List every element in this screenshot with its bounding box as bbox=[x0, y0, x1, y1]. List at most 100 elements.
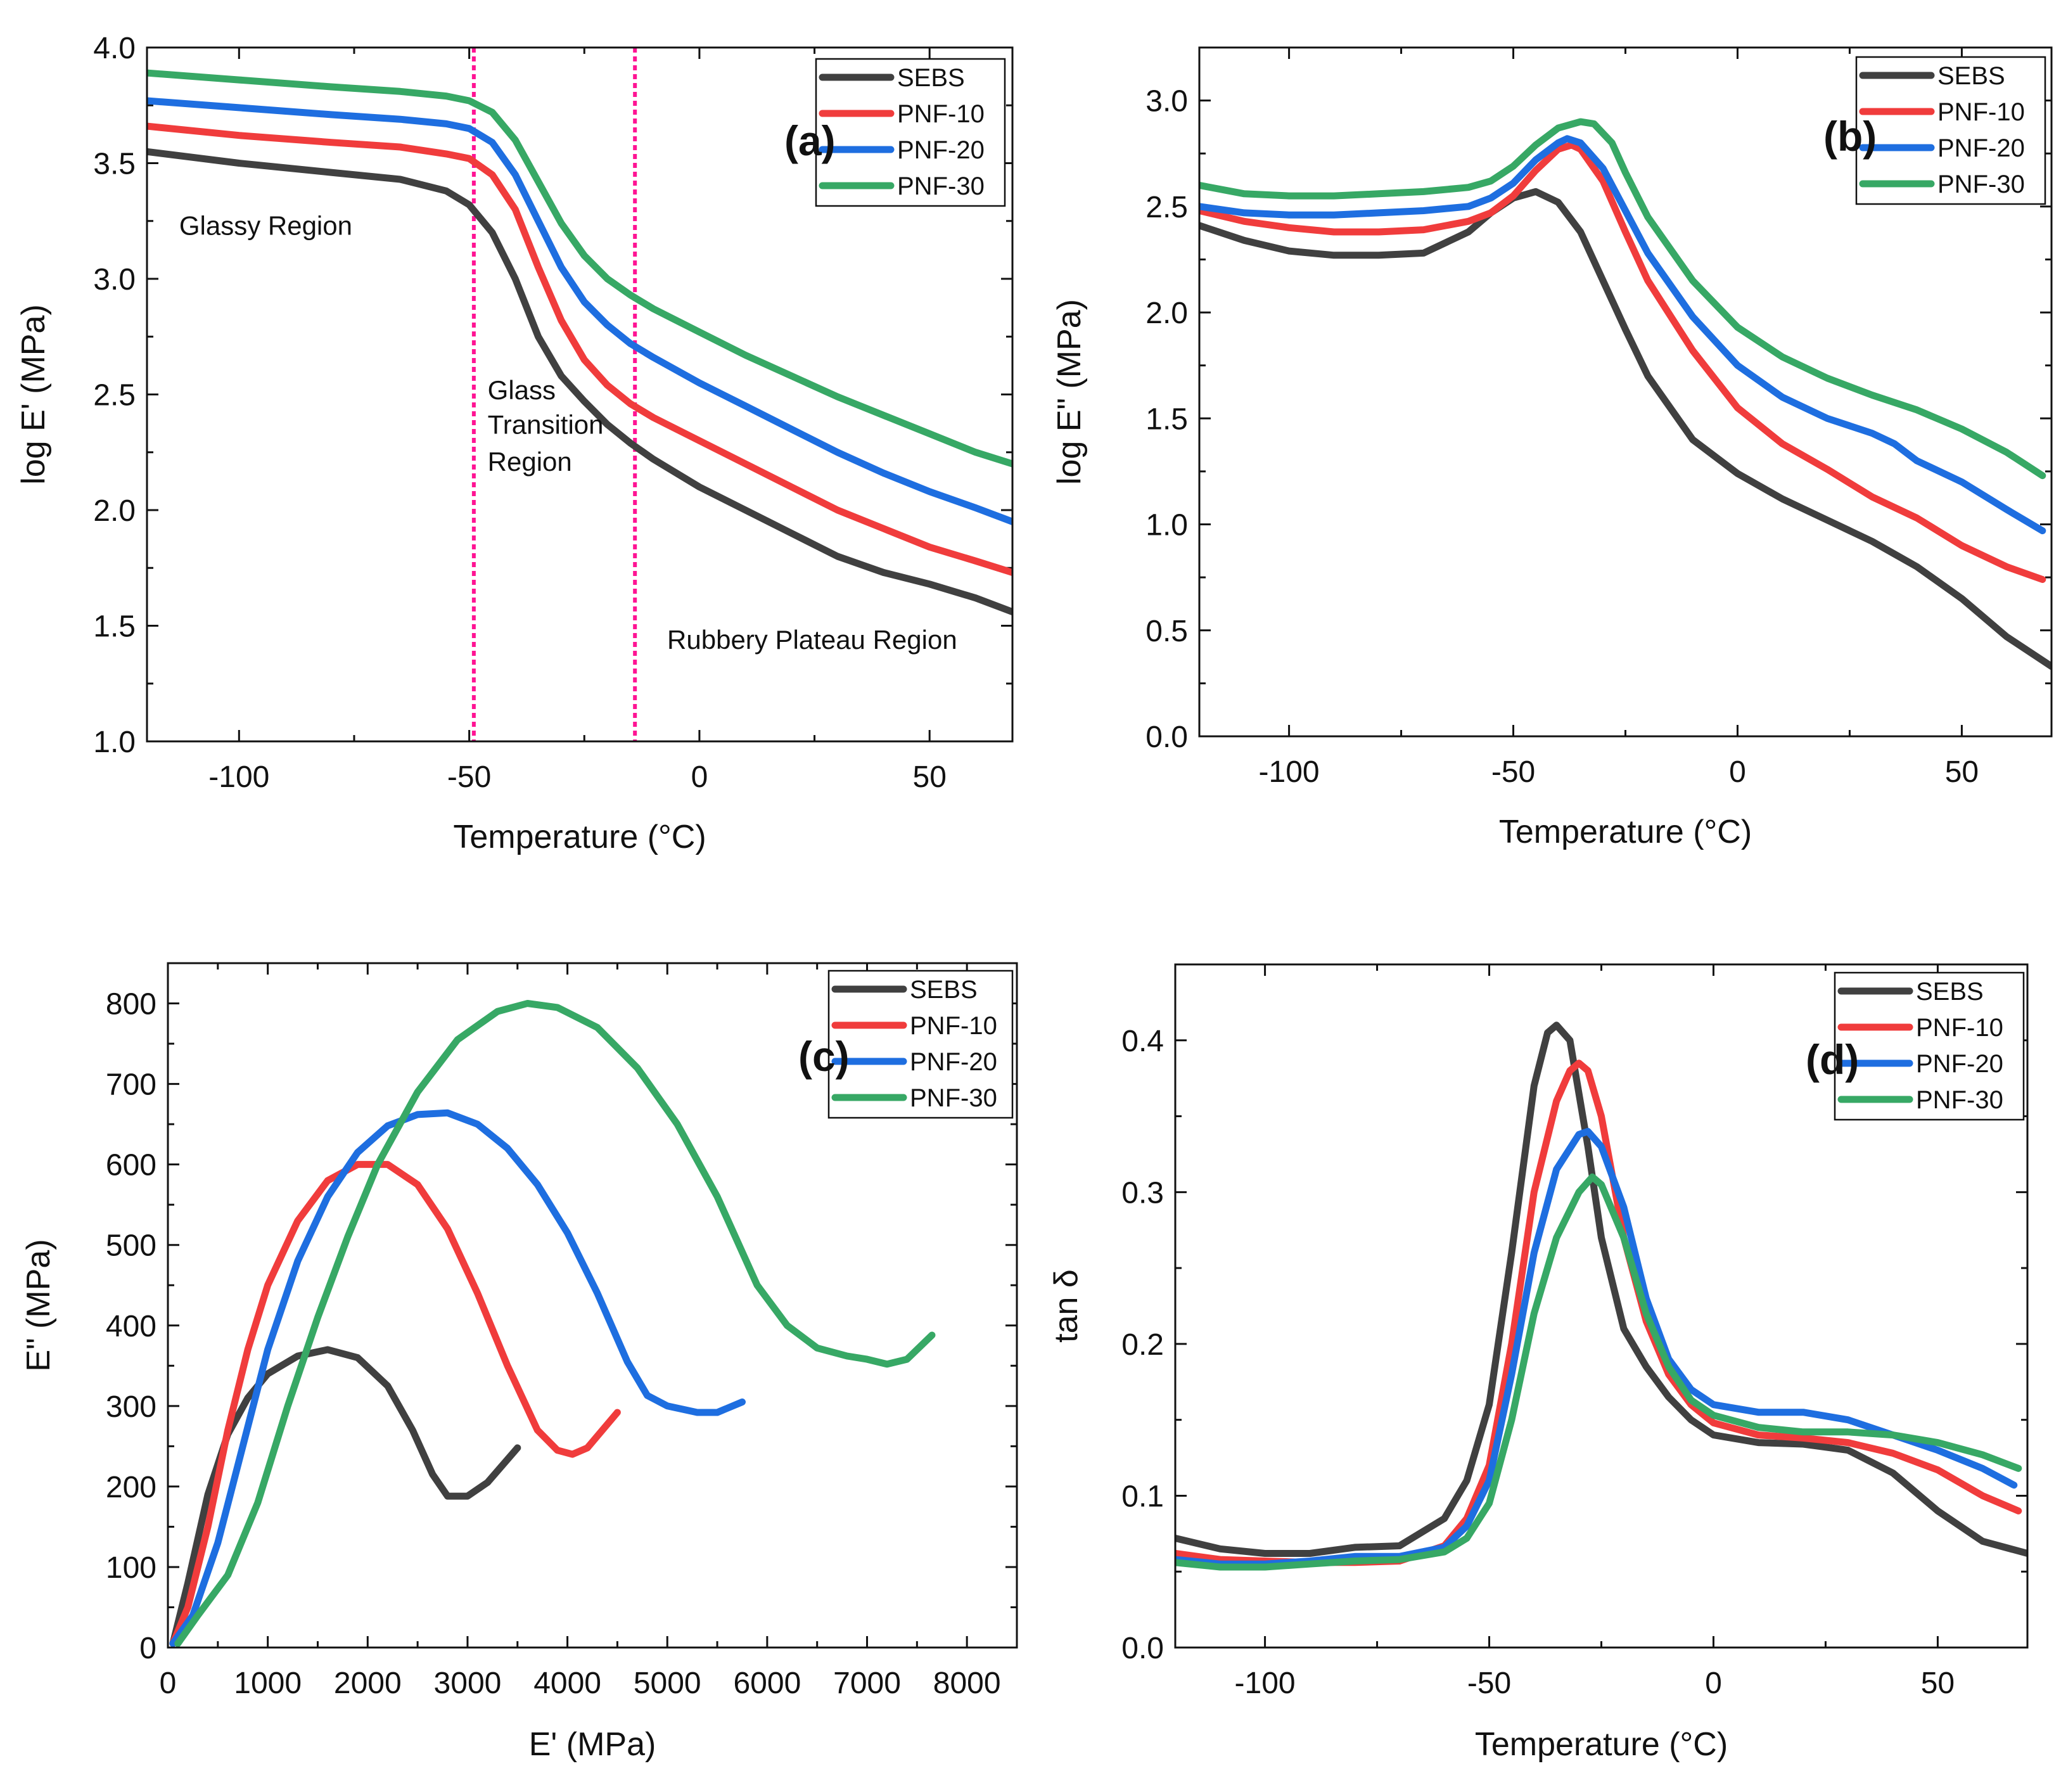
panel-d-ytick-label: 0.2 bbox=[1121, 1328, 1164, 1362]
panel-a-legend-label: SEBS bbox=[897, 64, 965, 92]
panel-b-series-pnf-10 bbox=[1199, 141, 2046, 583]
panel-a-ytick-label: 1.0 bbox=[93, 726, 136, 759]
panel-a-ytick-label: 2.5 bbox=[93, 379, 136, 413]
panel-c-ytick-label: 800 bbox=[106, 988, 156, 1021]
panel-b-legend-label: SEBS bbox=[1937, 62, 2005, 90]
panel-d: -100 -50 0 50 0.0 0.1 0.2 0.3 0.4 SEBS PNF-10 PNF-2… bbox=[1048, 963, 2029, 1763]
panel-a-ytick-label: 3.5 bbox=[93, 148, 136, 181]
panel-c-ytick-label: 400 bbox=[106, 1310, 156, 1343]
panel-a-series-group bbox=[147, 69, 1012, 616]
panel-c-legend: SEBS PNF-10 PNF-20 PNF-30 bbox=[827, 970, 1014, 1119]
panel-b-frame bbox=[1198, 46, 2053, 738]
panel-b-ytick-label: 0.0 bbox=[1145, 720, 1188, 754]
panel-c-legend-label: SEBS bbox=[910, 976, 978, 1004]
panel-a-label: (a) bbox=[784, 117, 836, 164]
panel-d-series-group bbox=[1175, 1021, 2027, 1571]
panel-a-series-pnf-30 bbox=[147, 69, 1012, 468]
panel-c-ytick-label: 600 bbox=[106, 1149, 156, 1182]
panel-a-series-pnf-20 bbox=[147, 97, 1012, 525]
panel-c-legend-label: PNF-20 bbox=[910, 1048, 997, 1076]
panel-d-xtick-label: -100 bbox=[1235, 1667, 1296, 1700]
panel-b-ytick-label: 3.0 bbox=[1145, 85, 1188, 118]
panel-d-xtick-label: 50 bbox=[1921, 1667, 1955, 1700]
panel-a-legend: SEBS PNF-10 PNF-20 PNF-30 bbox=[815, 58, 1006, 207]
panel-c-series-group bbox=[169, 1000, 936, 1648]
panel-b-ytick-label: 1.5 bbox=[1145, 402, 1188, 436]
panel-a-xtick-label: 0 bbox=[691, 760, 708, 794]
panel-b-ytick-label: 0.5 bbox=[1145, 615, 1188, 648]
panel-b-ytick-label: 2.5 bbox=[1145, 191, 1188, 224]
panel-c-legend-label: PNF-10 bbox=[910, 1012, 997, 1040]
panel-d-xlabel: Temperature (°C) bbox=[1475, 1726, 1728, 1763]
panel-b-label: (b) bbox=[1823, 113, 1877, 160]
panel-c-xtick-label: 1000 bbox=[234, 1667, 302, 1700]
panel-c-ytick-label: 100 bbox=[106, 1551, 156, 1585]
panel-d-xtick-label: 0 bbox=[1705, 1667, 1722, 1700]
panel-a-ytick-label: 2.0 bbox=[93, 494, 136, 528]
panel-d-xtick-label: -50 bbox=[1467, 1667, 1511, 1700]
panel-a-legend-box bbox=[815, 58, 1006, 207]
panel-d-ytick-label: 0.3 bbox=[1121, 1176, 1164, 1210]
panel-a-ylabel: log E' (MPa) bbox=[15, 304, 52, 484]
panel-a-legend-label: PNF-30 bbox=[897, 172, 985, 200]
panel-c-xtick-label: 4000 bbox=[533, 1667, 601, 1700]
panel-b-xtick-label: 0 bbox=[1729, 755, 1746, 789]
panel-a-series-sebs bbox=[147, 148, 1012, 616]
panel-d-ytick-label: 0.0 bbox=[1121, 1632, 1164, 1665]
panel-d-legend-label: PNF-20 bbox=[1916, 1050, 2003, 1078]
panel-c-xtick-label: 7000 bbox=[833, 1667, 901, 1700]
panel-a-legend-label: PNF-20 bbox=[897, 136, 985, 164]
panel-c-xtick-label: 2000 bbox=[334, 1667, 402, 1700]
panel-c-ylabel: E" (MPa) bbox=[20, 1239, 57, 1371]
panel-a-annotation: Rubbery Plateau Region bbox=[667, 625, 957, 655]
panel-c-ytick-label: 700 bbox=[106, 1068, 156, 1102]
panel-c-ytick-label: 0 bbox=[139, 1632, 156, 1665]
panel-a-frame bbox=[146, 46, 1014, 743]
panel-d-label: (d) bbox=[1806, 1036, 1859, 1083]
panel-b-legend-label: PNF-20 bbox=[1937, 134, 2025, 162]
panel-a-xtick-label: -50 bbox=[447, 760, 491, 794]
panel-c-xtick-label: 3000 bbox=[434, 1667, 502, 1700]
panel-a-ytick-label: 4.0 bbox=[93, 32, 136, 65]
panel-a-xtick-label: 50 bbox=[913, 760, 947, 794]
panel-c-legend-label: PNF-30 bbox=[910, 1084, 997, 1112]
panel-b-series-group bbox=[1199, 118, 2051, 670]
panel-b-xtick-label: -50 bbox=[1491, 755, 1535, 789]
panel-c-xtick-label: 5000 bbox=[634, 1667, 701, 1700]
panel-a-legend-label: PNF-10 bbox=[897, 100, 985, 128]
panel-a: -100 -50 0 50 1.0 1.5 2.0 2.5 3.0 3.5 4.0 Glassy Re… bbox=[15, 32, 1014, 855]
panel-d-legend-label: PNF-30 bbox=[1916, 1086, 2003, 1114]
panel-b-xtick-label: 50 bbox=[1945, 755, 1979, 789]
panel-b-legend-box bbox=[1855, 56, 2046, 205]
panel-d-series-pnf-20 bbox=[1175, 1128, 2018, 1568]
panel-d-ytick-label: 0.4 bbox=[1121, 1025, 1164, 1058]
panel-c-xtick-label: 6000 bbox=[733, 1667, 801, 1700]
panel-a-ytick-label: 1.5 bbox=[93, 610, 136, 644]
panel-c-ytick-label: 500 bbox=[106, 1229, 156, 1263]
panel-c-xtick-label: 8000 bbox=[933, 1667, 1001, 1700]
panel-b-series-sebs bbox=[1199, 188, 2051, 670]
panel-a-annotation: Glass bbox=[488, 375, 556, 405]
panel-d-legend-label: SEBS bbox=[1916, 978, 1984, 1006]
panel-a-xlabel: Temperature (°C) bbox=[453, 819, 706, 855]
panel-b-ylabel: log E" (MPa) bbox=[1051, 299, 1088, 485]
panel-a-annotation: Transition bbox=[488, 410, 604, 440]
panel-b-ytick-label: 2.0 bbox=[1145, 297, 1188, 330]
panel-b-series-pnf-30 bbox=[1199, 118, 2046, 480]
panel-d-frame bbox=[1174, 963, 2029, 1649]
panel-b-legend-label: PNF-30 bbox=[1937, 170, 2025, 198]
panel-b-xlabel: Temperature (°C) bbox=[1499, 814, 1752, 850]
panel-a-xtick-label: -100 bbox=[208, 760, 269, 794]
panel-d-legend-box bbox=[1834, 971, 2025, 1121]
panel-c: 0 1000 2000 3000 4000 5000 6000 7000 8000 0 100 200… bbox=[20, 962, 1018, 1763]
panel-c-ytick-label: 200 bbox=[106, 1471, 156, 1504]
panel-d-ylabel: tan δ bbox=[1048, 1269, 1085, 1343]
panel-a-annotation: Glassy Region bbox=[179, 211, 352, 241]
panel-b-legend: SEBS PNF-10 PNF-20 PNF-30 bbox=[1855, 56, 2046, 205]
panel-a-series-pnf-10 bbox=[147, 122, 1012, 576]
panel-b-ytick-label: 1.0 bbox=[1145, 509, 1188, 542]
panel-c-series-pnf-10 bbox=[169, 1161, 621, 1648]
panels: -100 -50 0 50 1.0 1.5 2.0 2.5 3.0 3.5 4.0 Glassy Re… bbox=[15, 32, 2053, 1763]
panel-d-series-pnf-30 bbox=[1175, 1173, 2022, 1571]
